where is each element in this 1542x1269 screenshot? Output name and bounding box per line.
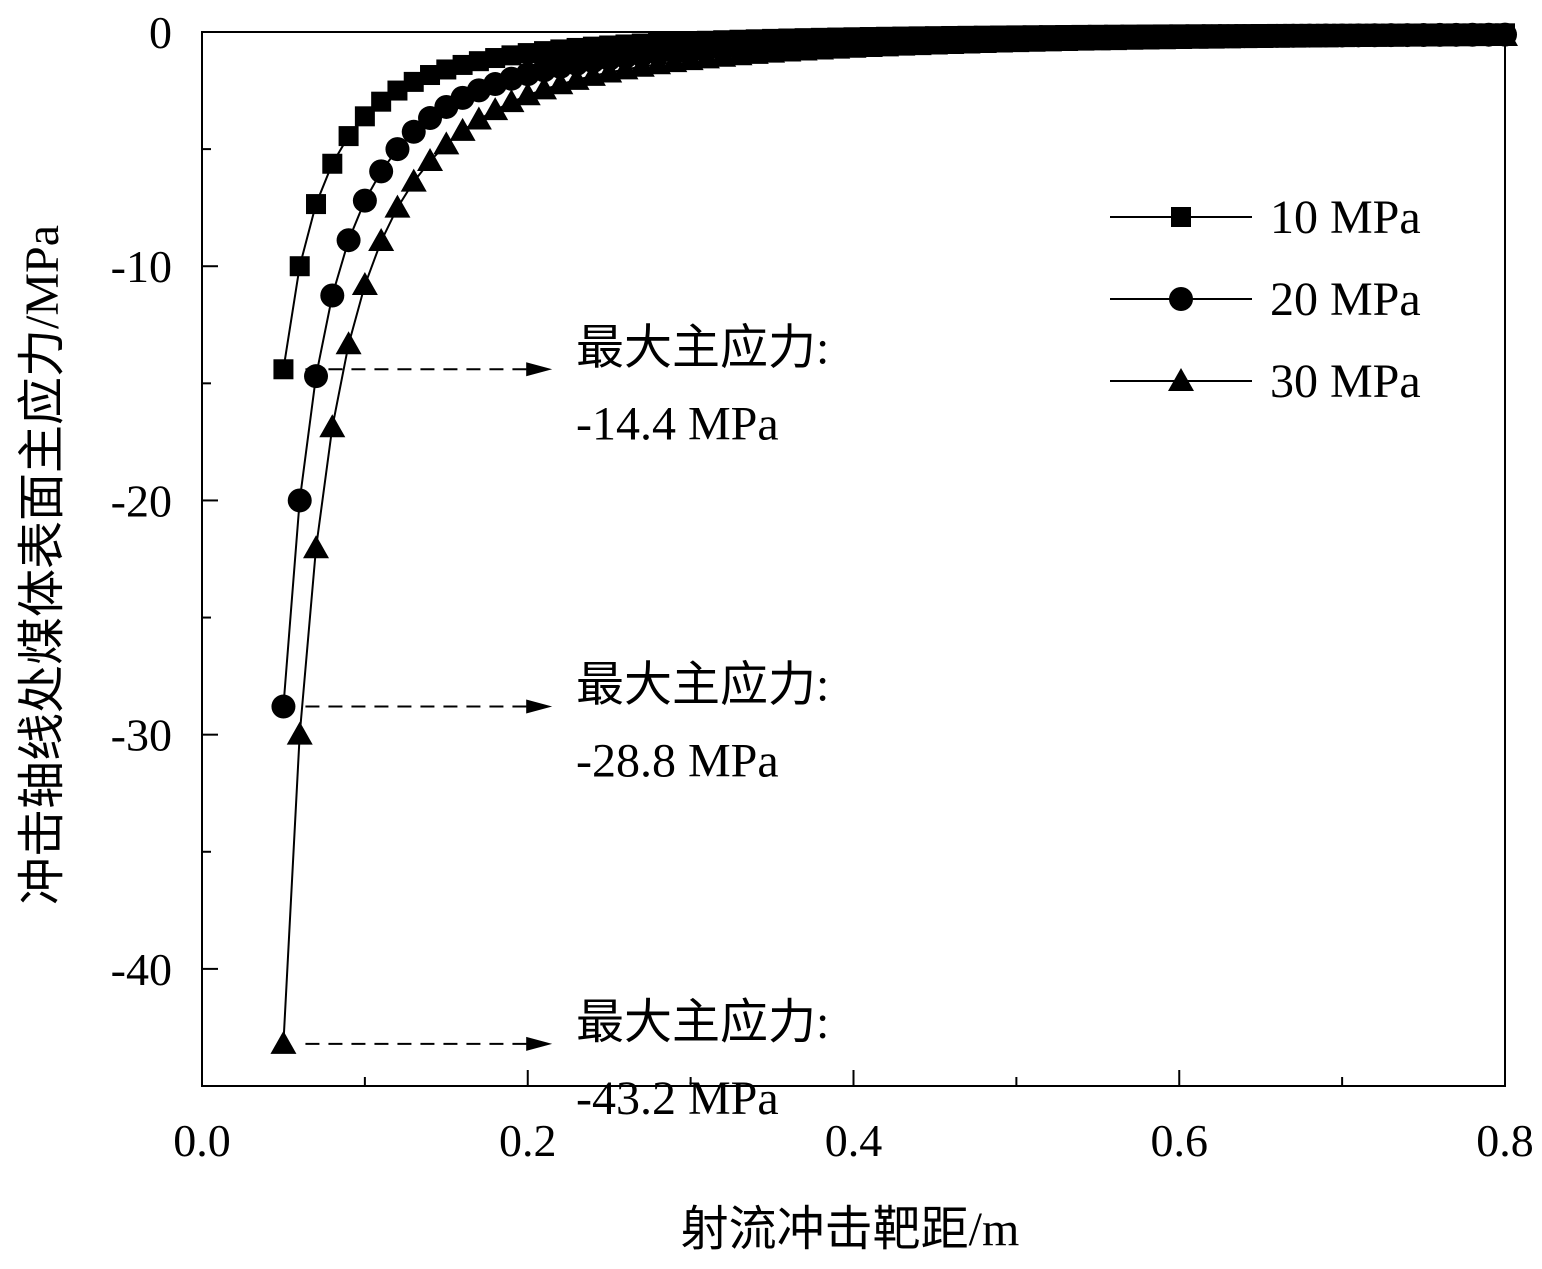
legend-label-2: 30 MPa [1270, 355, 1421, 408]
legend-label-0: 10 MPa [1270, 191, 1421, 244]
series-0-point-17 [550, 39, 571, 60]
annotation-value-1: -28.8 MPa [576, 735, 779, 788]
series-1-point-5 [352, 188, 377, 213]
series-0-point-7 [387, 80, 408, 101]
series-0-point-2 [306, 194, 327, 215]
series-2-point-3 [319, 414, 346, 438]
series-2 [270, 22, 1518, 1054]
series-0-point-8 [403, 71, 424, 92]
series-0-point-5 [354, 106, 375, 127]
y-tick-label-1: -10 [111, 241, 172, 292]
y-tick-label-0: 0 [149, 7, 172, 58]
series-0-point-18 [566, 37, 587, 58]
annotation-label-0: 最大主应力: [576, 321, 829, 374]
series-0-point-9 [420, 65, 441, 86]
series-2-point-5 [351, 271, 378, 295]
x-tick-label-4: 0.8 [1476, 1115, 1534, 1166]
series-2-point-12 [465, 106, 492, 130]
legend-marker-2 [1168, 368, 1194, 391]
series-0-point-11 [452, 54, 473, 75]
annotation-1: 最大主应力: -28.8 MPa [305, 659, 829, 788]
legend-entry-1: 20 MPa [1110, 273, 1421, 326]
series-1-point-7 [385, 137, 410, 162]
series-0-point-10 [436, 59, 457, 80]
annotation-value-2: -43.2 MPa [576, 1072, 779, 1125]
series-0-point-14 [501, 45, 522, 66]
series-1-point-8 [401, 119, 426, 144]
series-1-point-4 [336, 228, 361, 253]
x-tick-label-1: 0.2 [499, 1115, 557, 1166]
series-1-point-6 [369, 159, 394, 184]
series-2-point-13 [482, 97, 509, 121]
annotation-label-2: 最大主应力: [576, 996, 829, 1049]
annotation-value-0: -14.4 MPa [576, 397, 779, 450]
series-0-point-4 [338, 126, 359, 147]
series-2-point-9 [417, 148, 444, 172]
series-0-point-12 [468, 51, 489, 72]
series-1-point-3 [320, 283, 345, 308]
series-2-point-4 [335, 331, 362, 355]
series-0-point-0 [273, 359, 294, 380]
y-tick-label-3: -30 [111, 710, 172, 761]
annotation-label-1: 最大主应力: [576, 659, 829, 712]
series-0-point-3 [322, 153, 343, 174]
x-tick-label-3: 0.6 [1151, 1115, 1209, 1166]
series-2-point-75 [1492, 22, 1518, 46]
series-0-point-1 [289, 256, 310, 277]
series-2-point-6 [368, 228, 395, 252]
series-2-point-10 [433, 131, 460, 155]
legend-entry-0: 10 MPa [1110, 191, 1421, 244]
series-2-point-8 [400, 168, 427, 192]
y-tick-label-2: -20 [111, 475, 172, 526]
legend-marker-1 [1169, 287, 1193, 311]
series-2-point-2 [303, 535, 330, 559]
series-2-point-0 [270, 1030, 297, 1054]
series-line-2 [282, 35, 1506, 1044]
series-2-point-11 [449, 117, 476, 141]
series-1-point-1 [287, 488, 312, 513]
annotation-arrowhead-0 [526, 362, 553, 377]
series-0-point-15 [517, 43, 538, 64]
legend-entry-2: 30 MPa [1110, 355, 1421, 408]
y-axis-label: 冲击轴线处煤体表面主应力/MPa [16, 225, 69, 905]
series-1-point-2 [304, 364, 329, 389]
annotation-layer: 最大主应力: -14.4 MPa 最大主应力: -28.8 MPa 最大主应力: -43.… [305, 321, 829, 1125]
plot-area: 0.0 0.2 0.4 0.6 0.8 0 -10 -20 -30 -40 [111, 7, 1534, 1166]
series-0-point-13 [485, 48, 506, 69]
series-2-point-15 [514, 82, 541, 106]
annotation-arrowhead-1 [526, 699, 553, 714]
x-tick-label-2: 0.4 [825, 1115, 883, 1166]
series-2-point-14 [498, 89, 525, 113]
annotation-arrowhead-2 [526, 1036, 553, 1051]
y-tick-label-4: -40 [111, 944, 172, 995]
legend-marker-0 [1171, 207, 1191, 227]
series-layer [270, 22, 1518, 1054]
series-1-point-0 [271, 694, 296, 719]
legend-label-1: 20 MPa [1270, 273, 1421, 326]
series-2-point-7 [384, 194, 411, 218]
series-0-point-16 [534, 41, 555, 62]
legend: 10 MPa 20 MPa 30 MPa [1110, 191, 1421, 408]
annotation-2: 最大主应力: -43.2 MPa [305, 996, 829, 1125]
x-tick-label-0: 0.0 [173, 1115, 231, 1166]
x-axis-label: 射流冲击靶距/m [681, 1203, 1020, 1256]
series-2-point-1 [286, 721, 313, 745]
annotation-0: 最大主应力: -14.4 MPa [305, 321, 829, 450]
series-0-point-6 [371, 91, 392, 112]
